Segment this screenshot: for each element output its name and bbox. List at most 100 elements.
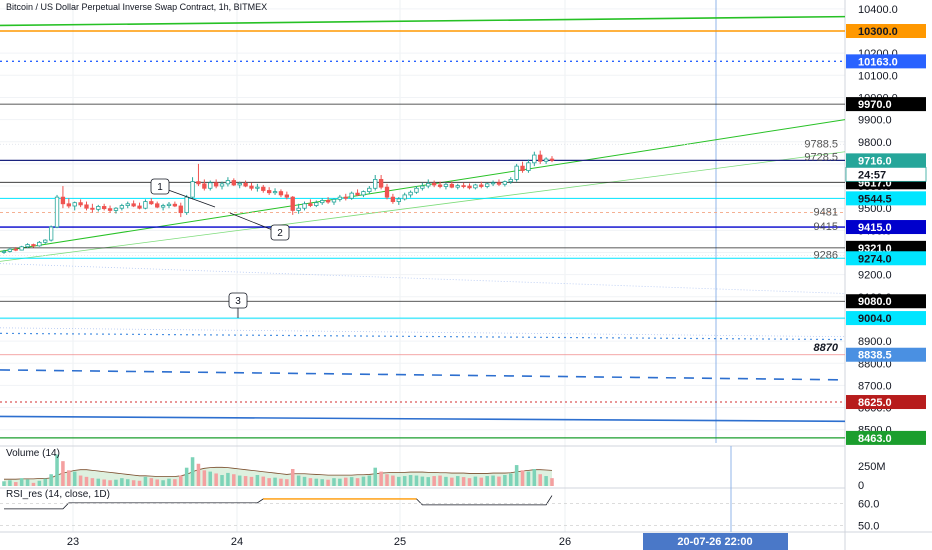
volume-bar[interactable] [90, 478, 95, 486]
price-label-tag[interactable] [846, 220, 926, 235]
volume-bar[interactable] [432, 476, 436, 486]
candle-body[interactable] [43, 239, 48, 243]
volume-bar[interactable] [108, 480, 112, 486]
candle-body[interactable] [343, 196, 348, 199]
candle-body[interactable] [155, 203, 160, 208]
candle-body[interactable] [396, 198, 401, 202]
volume-bar[interactable] [532, 469, 537, 486]
volume-bar[interactable] [397, 476, 401, 486]
candle-body[interactable] [284, 194, 290, 198]
candle-body[interactable] [166, 203, 172, 206]
candle-body[interactable] [31, 244, 36, 247]
candle-body[interactable] [514, 165, 519, 180]
callout-box[interactable] [150, 178, 170, 195]
candle-body[interactable] [7, 248, 13, 252]
candles[interactable] [1, 150, 555, 254]
volume-bar[interactable] [184, 467, 189, 486]
volume-bar[interactable] [72, 471, 77, 486]
candle-body[interactable] [48, 226, 54, 241]
candle-body[interactable] [473, 184, 478, 189]
candle-body[interactable] [102, 206, 107, 210]
volume-bar[interactable] [255, 475, 260, 486]
candle-body[interactable] [243, 183, 248, 187]
candle-body[interactable] [455, 185, 460, 188]
volume-bar[interactable] [25, 479, 30, 486]
volume-bar[interactable] [485, 476, 489, 486]
candle-body[interactable] [461, 185, 466, 188]
candle-body[interactable] [479, 184, 484, 187]
volume-bar[interactable] [96, 478, 101, 486]
candle-body[interactable] [443, 183, 449, 187]
volume-bar[interactable] [43, 478, 48, 486]
candle-body[interactable] [113, 207, 119, 211]
candle-body[interactable] [331, 198, 337, 203]
candle-body[interactable] [361, 191, 366, 196]
volume-bar[interactable] [279, 478, 283, 486]
candle-body[interactable] [19, 246, 24, 251]
volume-bar[interactable] [385, 474, 389, 486]
volume-bar[interactable] [332, 478, 336, 486]
volume-bar[interactable] [78, 475, 83, 486]
price-label-tag[interactable] [846, 430, 926, 445]
volume-bar[interactable] [267, 478, 271, 486]
volume-bar[interactable] [149, 478, 154, 486]
price-label-tag[interactable] [846, 251, 926, 266]
volume-bar[interactable] [373, 467, 377, 486]
volume-bar[interactable] [308, 478, 313, 486]
candle-body[interactable] [532, 154, 537, 164]
candle-body[interactable] [526, 162, 531, 171]
volume-bar[interactable] [2, 481, 6, 486]
volume-bar[interactable] [426, 477, 431, 486]
volume-bar[interactable] [114, 479, 118, 486]
price-axis[interactable]: 10400.010300.010200.010100.010000.09900.… [845, 4, 927, 445]
volume-bar[interactable] [173, 479, 177, 486]
candle-body[interactable] [408, 191, 413, 196]
candle-body[interactable] [119, 205, 125, 209]
volume-bar[interactable] [550, 478, 554, 486]
volume-bar[interactable] [243, 476, 248, 486]
candle-body[interactable] [160, 205, 166, 208]
volume-bar[interactable] [544, 476, 548, 486]
volume-bar[interactable] [49, 474, 53, 486]
candle-body[interactable] [337, 196, 343, 200]
volume-bar[interactable] [467, 478, 472, 486]
price-label-tag[interactable] [846, 347, 926, 362]
candle-body[interactable] [467, 185, 472, 189]
volume-bar[interactable] [290, 469, 295, 486]
volume-bar[interactable] [314, 478, 319, 486]
volume-bar[interactable] [408, 475, 413, 486]
volume-bar[interactable] [361, 476, 366, 486]
candle-body[interactable] [261, 186, 266, 191]
volume-bar[interactable] [461, 477, 466, 486]
volume-bar[interactable] [444, 476, 448, 486]
candle-body[interactable] [172, 203, 178, 207]
candle-body[interactable] [237, 183, 242, 186]
candle-body[interactable] [184, 196, 189, 214]
candle-body[interactable] [78, 202, 83, 206]
candle-body[interactable] [37, 241, 42, 247]
candle-body[interactable] [402, 194, 407, 200]
candle-body[interactable] [90, 207, 95, 210]
volume-bar[interactable] [491, 475, 495, 486]
candle-body[interactable] [25, 244, 30, 248]
candle-body[interactable] [255, 186, 260, 189]
volume-bar[interactable] [214, 473, 218, 486]
candle-body[interactable] [367, 187, 372, 192]
candle-body[interactable] [520, 165, 525, 171]
candle-body[interactable] [485, 183, 490, 187]
volume-bar[interactable] [208, 471, 213, 486]
volume-bar[interactable] [438, 475, 442, 486]
volume-bar[interactable] [19, 478, 24, 486]
candle-body[interactable] [149, 201, 154, 205]
volume-bar[interactable] [226, 472, 230, 486]
time-axis[interactable]: 23 24 25 26 20-07-26 22:00 [67, 533, 788, 550]
volume-bar[interactable] [479, 477, 484, 486]
volume-bar[interactable] [143, 476, 148, 486]
candle-body[interactable] [320, 200, 325, 204]
candle-body[interactable] [390, 196, 396, 202]
candle-body[interactable] [60, 196, 66, 205]
candle-body[interactable] [549, 158, 555, 161]
price-label-tag[interactable] [846, 395, 926, 410]
